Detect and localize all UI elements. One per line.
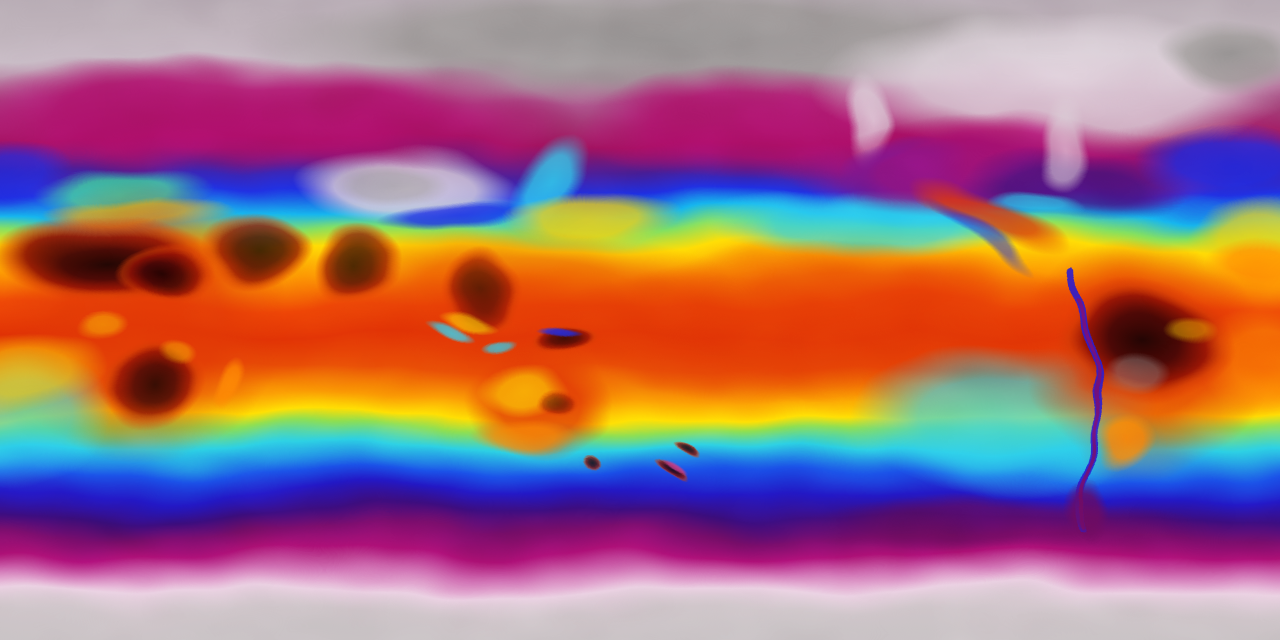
global-temperature-map [0, 0, 1280, 640]
global-temperature-map-screen [0, 0, 1280, 640]
texture-grain-overlay [0, 0, 1280, 640]
